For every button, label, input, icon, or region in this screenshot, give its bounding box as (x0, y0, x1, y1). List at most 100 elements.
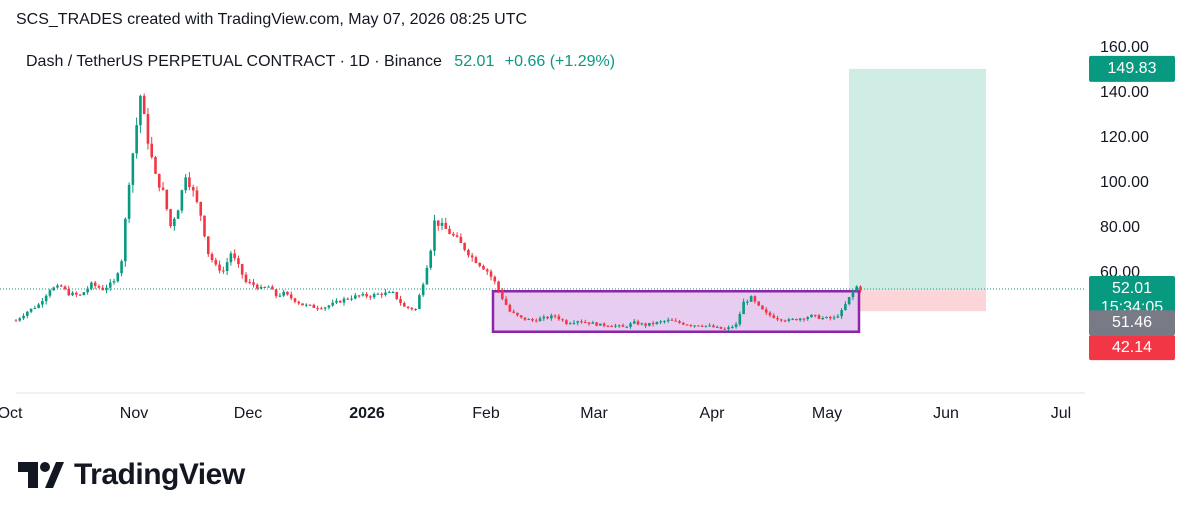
target-zone (849, 68, 986, 291)
candle-body (557, 316, 561, 320)
candle-body (225, 262, 229, 272)
candle-body (583, 322, 587, 324)
y-tick-label: 100.00 (1100, 174, 1149, 191)
candle-body (116, 273, 120, 282)
candle-body (157, 173, 161, 188)
candle-body (719, 326, 723, 329)
candle-body (354, 295, 357, 299)
candle-body (485, 269, 489, 272)
candle-body (150, 143, 154, 158)
candle-body (108, 282, 112, 288)
candle-body (395, 291, 399, 299)
stop-price-tag-bg (1089, 335, 1175, 361)
candle-body (452, 233, 455, 236)
candle-body (764, 309, 768, 313)
candle-body (120, 261, 123, 274)
candle-body (772, 315, 776, 319)
candle-body (240, 264, 244, 275)
candle-body (233, 253, 236, 259)
candle-body (640, 323, 644, 325)
candle-body (154, 157, 157, 174)
x-tick-label: Nov (120, 405, 148, 422)
candle-body (459, 236, 463, 243)
candle-body (806, 317, 809, 320)
candle-body (546, 316, 549, 319)
candle-body (131, 153, 135, 185)
candle-body (489, 271, 493, 277)
candle-body (146, 114, 150, 144)
candle-body (855, 286, 859, 291)
candle-body (259, 286, 263, 289)
candle-body (734, 324, 738, 327)
legend-last-price: 52.01 (454, 53, 495, 70)
candle-body (278, 295, 282, 297)
tradingview-logo[interactable]: TradingView (18, 458, 245, 492)
candle-body (708, 325, 711, 327)
y-tick-label: 140.00 (1100, 84, 1149, 101)
candle-body (478, 262, 482, 267)
candle-body (56, 285, 59, 288)
candle-body (825, 316, 828, 319)
candle-body (44, 295, 48, 302)
candle-body (429, 250, 432, 268)
candle-body (636, 321, 640, 325)
candle-body (357, 295, 361, 297)
symbol-title[interactable]: Dash / TetherUS PERPETUAL CONTRACT · 1D … (26, 53, 442, 70)
target-price-tag: 149.83 (1089, 55, 1175, 82)
candle-body (666, 319, 670, 322)
candle-body (301, 303, 304, 306)
candle-body (501, 290, 504, 299)
candle-body (338, 300, 342, 303)
candle-body (565, 320, 568, 324)
candle-body (14, 320, 18, 322)
candle-body (617, 325, 621, 327)
candle-body (625, 326, 629, 328)
candle-body (18, 318, 22, 321)
candle-body (512, 311, 515, 313)
candle-body (67, 289, 71, 296)
candle-body (93, 282, 97, 287)
candle-body (780, 319, 783, 321)
candle-body (316, 307, 319, 309)
candle-body (304, 304, 308, 306)
candle-body (534, 320, 538, 322)
candle-body (821, 318, 825, 320)
candle-body (37, 304, 40, 308)
candle-body (836, 316, 840, 318)
x-tick-label: 2026 (349, 405, 385, 422)
candle-body (798, 318, 802, 321)
candle-body (293, 298, 297, 302)
candle-body (844, 304, 847, 311)
entry-price-tag-text: 51.46 (1112, 314, 1152, 331)
candle-body (346, 298, 350, 300)
candle-body (282, 291, 285, 296)
candle-body (776, 318, 779, 320)
candle-body (361, 293, 365, 296)
last-price-tag-text: 52.01 (1112, 280, 1152, 297)
candle-body (436, 220, 440, 226)
candle-body (795, 318, 798, 321)
candle-body (86, 288, 89, 293)
candle-body (195, 190, 199, 202)
candle-body (376, 293, 380, 295)
candle-body (482, 266, 485, 270)
candle-body (813, 314, 817, 316)
candle-body (199, 201, 203, 216)
x-tick-label: Feb (472, 405, 500, 422)
candle-body (493, 276, 497, 282)
candle-body (783, 320, 787, 322)
candle-body (342, 298, 346, 303)
candle-body (22, 315, 25, 319)
candle-body (142, 95, 146, 115)
candle-body (791, 318, 794, 320)
candle-body (323, 307, 327, 309)
candle-body (693, 325, 696, 327)
candle-body (550, 315, 553, 319)
candle-body (470, 255, 474, 258)
candle-body (829, 316, 832, 319)
candle-body (840, 310, 843, 317)
candle-body (75, 292, 78, 295)
candle-body (674, 320, 678, 322)
